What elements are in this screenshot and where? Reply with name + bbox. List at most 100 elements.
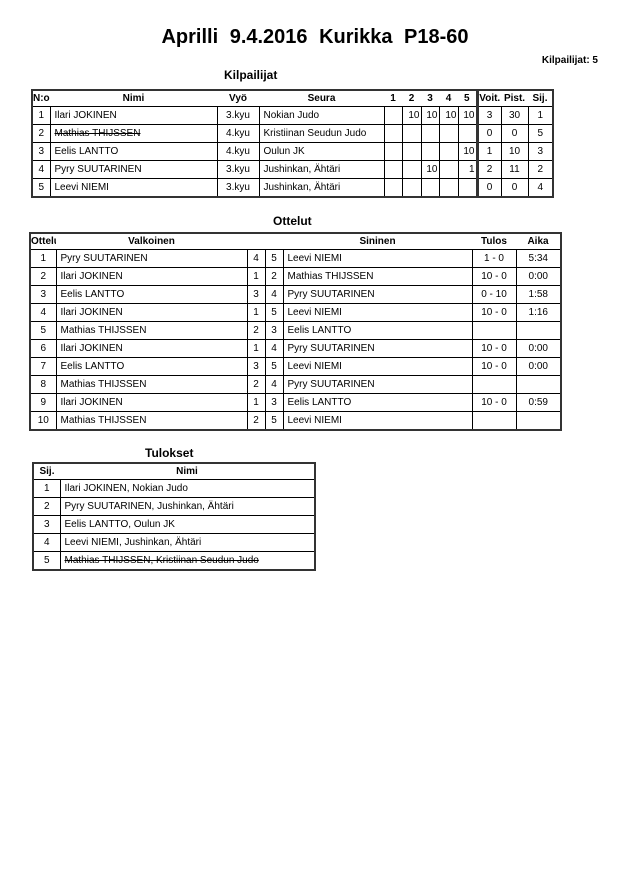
white-number: 3 [246,357,266,376]
competitor-points: 11 [500,160,529,179]
competitor-number: 5 [31,178,51,198]
match-number: 2 [29,267,57,286]
blue-number: 4 [264,375,284,394]
result-name: Pyry SUUTARINEN, Jushinkan, Ähtäri [59,497,316,516]
competitor-belt: 3.kyu [216,106,260,125]
blue-competitor: Mathias THIJSSEN [282,267,473,286]
white-number: 2 [246,375,266,394]
match-row: 2 Ilari JOKINEN 1 2 Mathias THIJSSEN 10 - 0 0:… [29,267,562,286]
column-header: 5 [463,93,470,104]
match-number: 9 [29,393,57,412]
round-points [401,160,422,179]
white-number: 2 [246,321,266,340]
white-competitor: Pyry SUUTARINEN [55,249,248,268]
competitor-wins: 1 [475,142,502,161]
column-header: Seura [307,93,336,104]
competitor-count: Kilpailijat: 5 [541,55,598,66]
blue-number: 3 [264,321,284,340]
white-number: 4 [246,249,266,268]
competitor-row: 2 Mathias THIJSSEN 4.kyu Kristiinan Seudun … [31,124,554,143]
column-header: 2 [408,93,415,104]
competitor-club: Oulun JK [258,142,385,161]
competitor-belt: 4.kyu [216,142,260,161]
results-table: Sij. Nimi 1 Ilari JOKINEN, Nokian Judo 2 Pyry… [32,462,316,571]
blue-competitor: Leevi NIEMI [282,357,473,376]
competitor-wins: 2 [475,160,502,179]
round-points [420,142,440,161]
match-row: 9 Ilari JOKINEN 1 3 Eelis LANTTO 10 - 0 0:59 [29,393,562,412]
result-name: Ilari JOKINEN, Nokian Judo [59,479,316,498]
white-number: 1 [246,267,266,286]
column-header: N:o [33,93,50,104]
white-competitor: Ilari JOKINEN [55,267,248,286]
result-name: Eelis LANTTO, Oulun JK [59,515,316,534]
column-header: Vyö [229,93,247,104]
match-row: 4 Ilari JOKINEN 1 5 Leevi NIEMI 10 - 0 1:16 [29,303,562,322]
white-competitor: Mathias THIJSSEN [55,375,248,394]
match-number: 7 [29,357,57,376]
match-result: 10 - 0 [471,357,517,376]
match-row: 1 Pyry SUUTARINEN 4 5 Leevi NIEMI 1 - 0 5:34 [29,249,562,268]
column-header: Tulos [481,236,507,247]
result-rank: 1 [32,479,61,498]
blue-competitor: Eelis LANTTO [282,393,473,412]
competitors-table: N:o Nimi Vyö Seura 1 2 3 4 5 Voit. Pist. Sij. 1 Ilari… [31,89,554,198]
round-points [438,124,459,143]
result-name: Mathias THIJSSEN, Kristiinan Seudun Judo [59,551,316,571]
competitor-club: Jushinkan, Ähtäri [258,160,385,179]
match-time: 1:58 [515,285,562,304]
round-points: 10 [457,142,478,161]
match-result: 10 - 0 [471,393,517,412]
blue-competitor: Pyry SUUTARINEN [282,375,473,394]
competitor-rank: 3 [527,142,554,161]
round-points [457,124,478,143]
competitor-name: Leevi NIEMI [49,178,218,198]
competitor-number: 4 [31,160,51,179]
match-number: 8 [29,375,57,394]
blue-competitor: Eelis LANTTO [282,321,473,340]
white-competitor: Eelis LANTTO [55,357,248,376]
match-row: 10 Mathias THIJSSEN 2 5 Leevi NIEMI [29,411,562,431]
competitor-rank: 2 [527,160,554,179]
white-number: 2 [246,411,266,431]
competitors-heading: Kilpailijat [224,68,278,82]
result-rank: 5 [32,551,61,571]
blue-number: 4 [264,285,284,304]
competitor-club: Jushinkan, Ähtäri [258,178,385,198]
match-time: 0:00 [515,267,562,286]
competitor-row: 3 Eelis LANTTO 4.kyu Oulun JK 10 1 10 3 [31,142,554,161]
round-points [383,106,403,125]
white-competitor: Mathias THIJSSEN [55,321,248,340]
match-number: 5 [29,321,57,340]
result-row: 4 Leevi NIEMI, Jushinkan, Ähtäri [32,533,316,552]
round-points [438,142,459,161]
white-number: 1 [246,303,266,322]
match-row: 8 Mathias THIJSSEN 2 4 Pyry SUUTARINEN [29,375,562,394]
match-result [471,321,517,340]
match-result: 1 - 0 [471,249,517,268]
competitor-wins: 0 [475,178,502,198]
match-number: 6 [29,339,57,358]
competitor-row: 1 Ilari JOKINEN 3.kyu Nokian Judo 10 10 10 10 3 3… [31,106,554,125]
competitor-rank: 5 [527,124,554,143]
round-points [383,142,403,161]
matches-heading: Ottelut [273,214,312,228]
white-competitor: Ilari JOKINEN [55,303,248,322]
competitor-rank: 1 [527,106,554,125]
match-result [471,375,517,394]
match-number: 10 [29,411,57,431]
result-rank: 2 [32,497,61,516]
round-points [383,178,403,198]
blue-number: 5 [264,411,284,431]
match-row: 3 Eelis LANTTO 3 4 Pyry SUUTARINEN 0 - 10 1:58 [29,285,562,304]
match-result [471,411,517,431]
match-row: 7 Eelis LANTTO 3 5 Leevi NIEMI 10 - 0 0:00 [29,357,562,376]
round-points [457,178,478,198]
round-points: 10 [420,106,440,125]
blue-number: 5 [264,303,284,322]
match-number: 3 [29,285,57,304]
column-header: Voit. [475,90,501,107]
results-heading: Tulokset [145,446,194,460]
match-time [515,321,562,340]
